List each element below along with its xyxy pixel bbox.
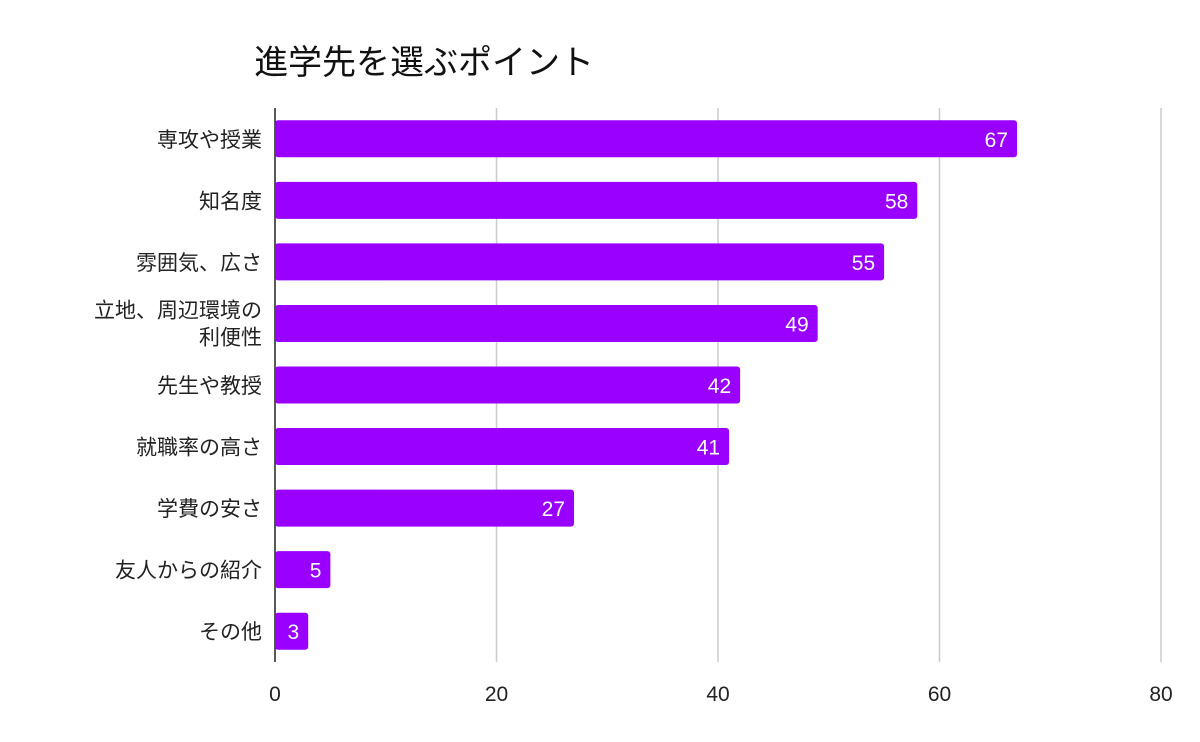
category-label: 雰囲気、広さ (136, 251, 262, 275)
bar (275, 120, 1018, 158)
category-label: その他 (199, 620, 262, 644)
x-tick-label: 60 (928, 683, 951, 706)
data-label: 3 (288, 621, 300, 644)
category-labels: 専攻や授業知名度雰囲気、広さ立地、周辺環境の利便性先生や教授就職率の高さ学費の安… (94, 128, 262, 644)
bar (275, 428, 730, 466)
bar (275, 551, 331, 589)
data-label: 55 (852, 252, 875, 275)
category-label: 専攻や授業 (157, 128, 262, 152)
data-label: 27 (542, 498, 565, 521)
category-label: 立地、周辺環境の利便性 (94, 298, 262, 349)
bar (275, 489, 575, 527)
bar (275, 243, 885, 281)
category-label: 友人からの紹介 (115, 559, 262, 583)
data-label: 67 (985, 129, 1008, 152)
category-label: 知名度 (199, 189, 262, 213)
data-label: 58 (885, 190, 908, 213)
bar (275, 366, 741, 404)
category-label: 学費の安さ (157, 497, 262, 521)
category-label: 就職率の高さ (136, 436, 262, 460)
data-label: 49 (785, 313, 808, 336)
bar (275, 612, 309, 650)
x-tick-label: 0 (269, 683, 281, 706)
bars: 67 58 55 49 42 41 27 5 3 (275, 120, 1018, 650)
x-tick-label: 20 (485, 683, 508, 706)
category-label: 先生や教授 (157, 374, 262, 398)
data-label: 42 (708, 375, 731, 398)
data-label: 5 (310, 560, 322, 583)
x-tick-label: 40 (706, 683, 729, 706)
bar (275, 304, 818, 342)
bar (275, 181, 918, 219)
chart-title: 進学先を選ぶポイント (254, 43, 594, 83)
x-axis-ticks: 0 20 40 60 80 (269, 683, 1173, 706)
x-tick-label: 80 (1149, 683, 1172, 706)
data-label: 41 (697, 437, 720, 460)
